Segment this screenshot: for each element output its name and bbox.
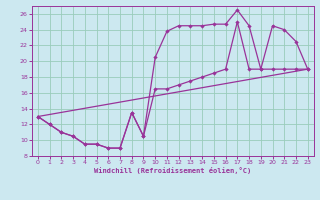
X-axis label: Windchill (Refroidissement éolien,°C): Windchill (Refroidissement éolien,°C) — [94, 167, 252, 174]
